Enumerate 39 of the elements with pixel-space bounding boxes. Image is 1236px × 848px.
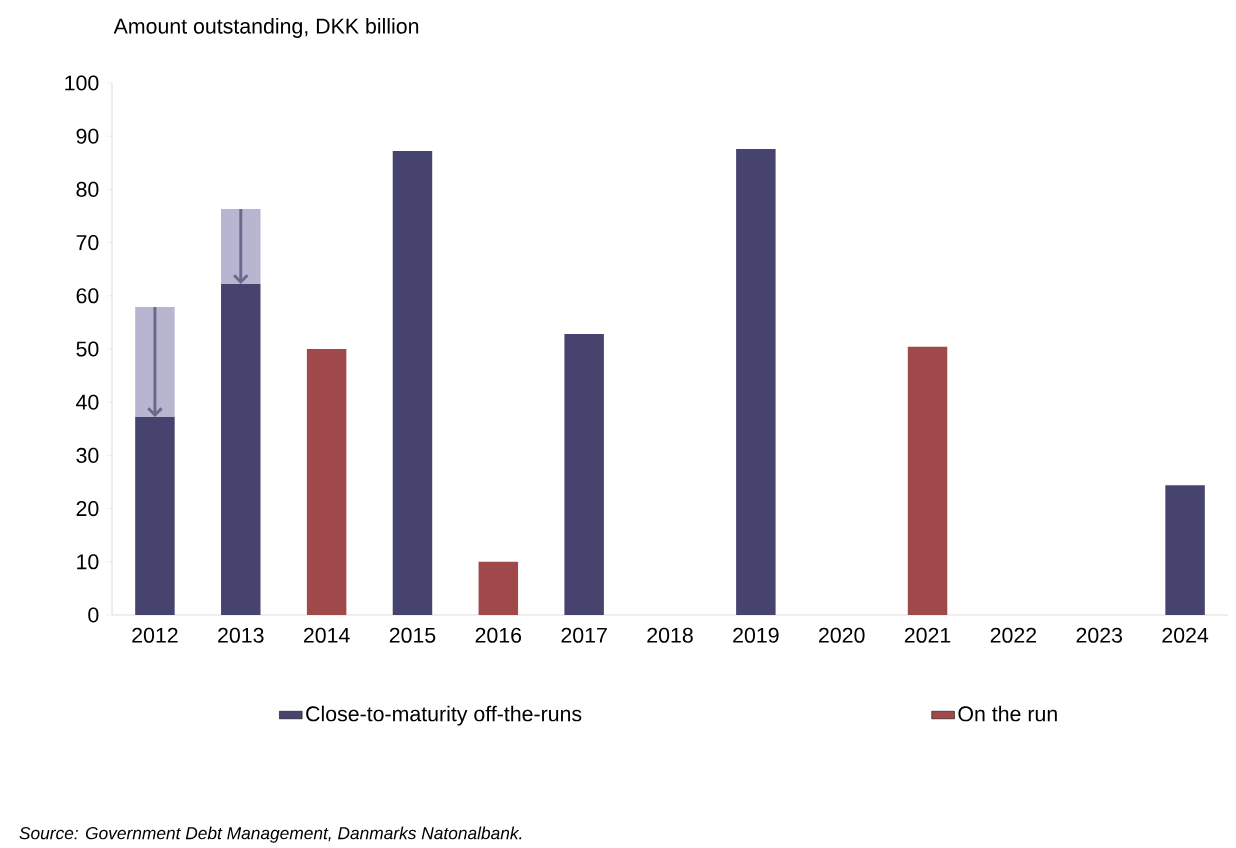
y-tick-label: 0 <box>88 607 99 623</box>
x-tick-label: 2024 <box>1162 627 1209 643</box>
bar <box>135 417 175 615</box>
bar <box>736 148 776 615</box>
y-tick-label: 10 <box>77 554 99 570</box>
y-tick-label: 90 <box>76 128 99 144</box>
bar <box>478 561 519 615</box>
y-tick-label: 100 <box>65 75 99 91</box>
y-tick-label: 30 <box>76 447 99 463</box>
y-tick-label: 70 <box>76 235 99 251</box>
x-tick-label: 2020 <box>819 627 865 643</box>
y-tick-label: 50 <box>76 341 99 357</box>
x-tick-label: 2017 <box>561 627 607 643</box>
x-tick-label: 2016 <box>475 627 522 643</box>
legend-label: Close-to-maturity off-the-runs <box>306 705 582 726</box>
y-tick-label: 20 <box>76 501 99 517</box>
bar <box>221 209 261 285</box>
bar <box>392 151 433 615</box>
bar <box>221 284 261 615</box>
y-tick-label: 60 <box>76 288 99 304</box>
y-axis-title: Amount outstanding, DKK billion <box>113 18 419 38</box>
x-tick-label: 2022 <box>990 627 1037 643</box>
x-tick-label: 2014 <box>303 627 350 643</box>
bar <box>564 334 604 615</box>
x-tick-label: 2021 <box>904 627 951 643</box>
bar <box>306 348 347 615</box>
y-tick-label: 40 <box>76 394 99 410</box>
legend-label: On the run <box>958 705 1057 722</box>
source-note: Source: Government Debt Management, Danmarks Natonalbank. <box>19 826 522 843</box>
x-tick-label: 2013 <box>218 627 264 643</box>
x-tick-label: 2018 <box>647 627 693 643</box>
x-tick-label: 2015 <box>389 627 436 643</box>
bar <box>135 306 175 418</box>
y-tick-label: 80 <box>76 181 99 197</box>
bar <box>1165 485 1205 615</box>
x-tick-label: 2019 <box>733 627 779 643</box>
x-tick-label: 2023 <box>1076 627 1123 643</box>
x-tick-label: 2012 <box>132 627 178 643</box>
bar <box>907 346 948 615</box>
